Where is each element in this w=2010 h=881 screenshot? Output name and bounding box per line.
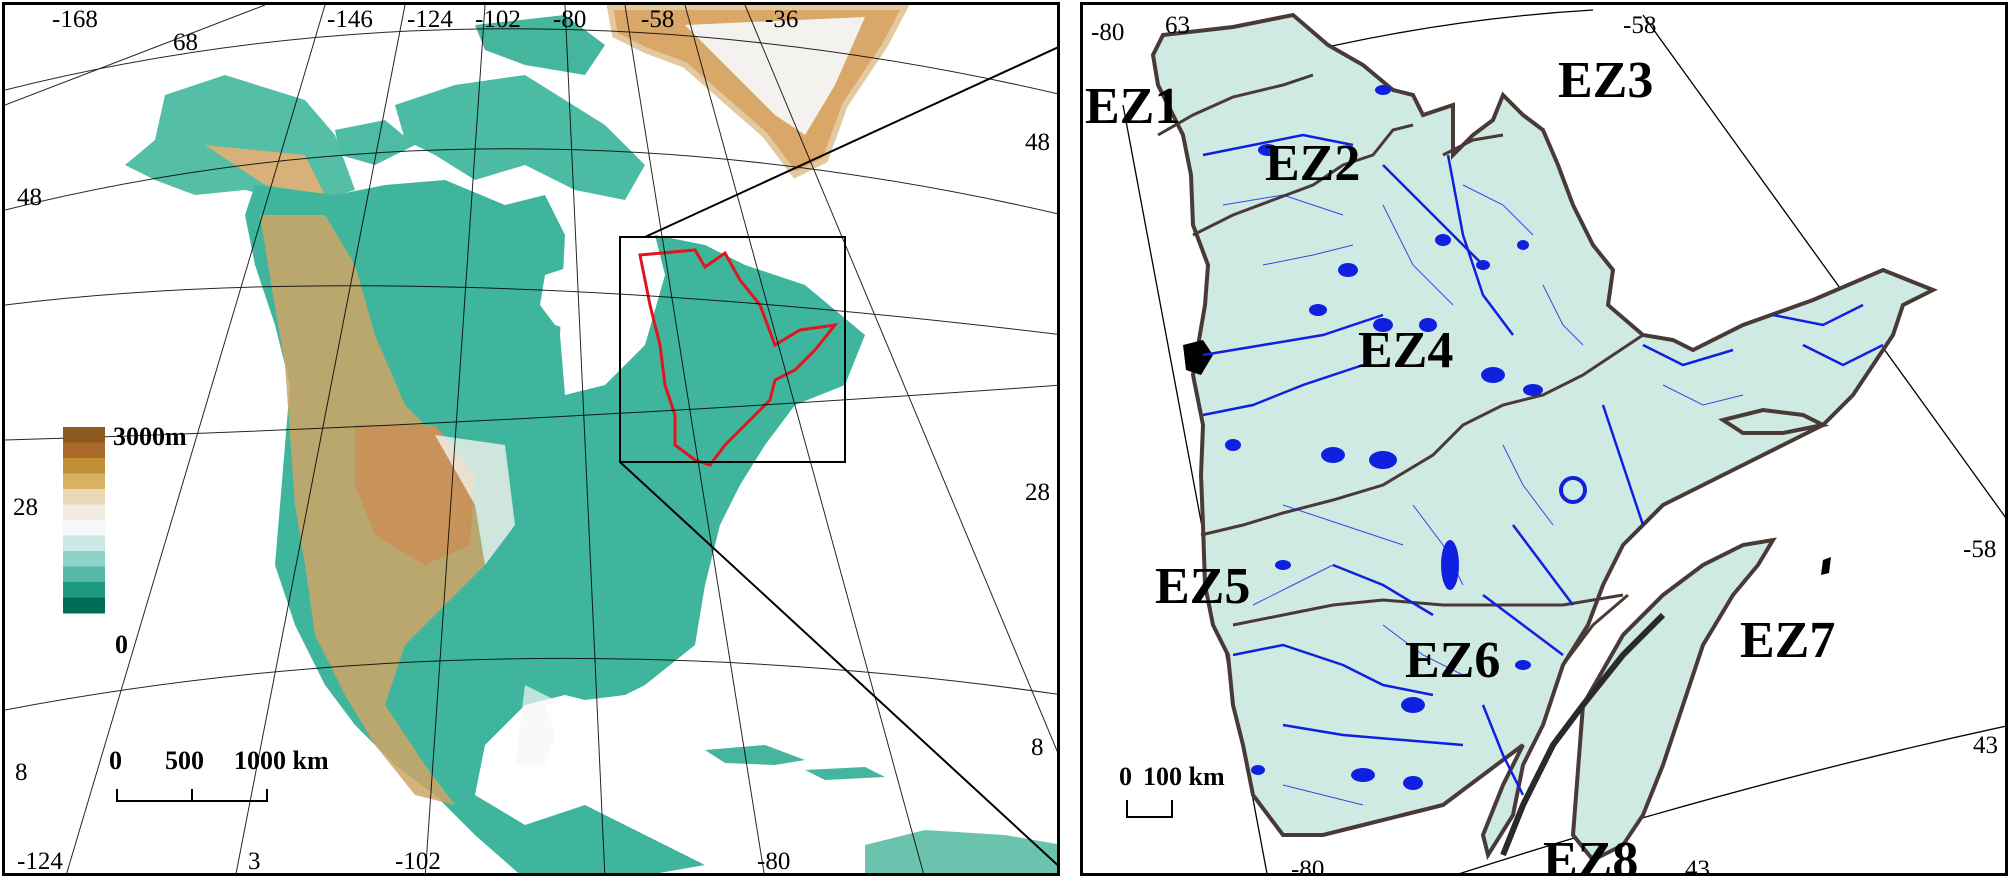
coord-label: -58 xyxy=(641,6,674,33)
scale-bar: 0 100 km xyxy=(1119,762,1225,818)
legend-swatch xyxy=(63,458,105,474)
scale-label: 500 xyxy=(165,746,204,775)
legend-swatch xyxy=(63,504,105,521)
coord-label: 8 xyxy=(15,759,28,786)
ecozone-label-ez4: EZ4 xyxy=(1358,322,1453,379)
ecozone-label-ez5: EZ5 xyxy=(1155,558,1250,615)
graticule xyxy=(5,5,1057,873)
island-feature xyxy=(1183,340,1213,375)
alaska xyxy=(125,75,355,205)
ecozone-label-ez1: EZ1 xyxy=(1085,78,1180,135)
north-america-map: -168 68 -146 -124 -102 -80 -58 -36 48 48… xyxy=(5,5,1057,875)
connector-line-bottom xyxy=(619,461,1057,866)
legend-swatch xyxy=(63,566,105,583)
quebec-ecozones-map: EZ1 EZ2 EZ3 EZ4 EZ5 EZ6 EZ7 EZ8 -80 63 -… xyxy=(1085,9,2005,876)
island-feature xyxy=(1821,557,1831,575)
legend-swatch xyxy=(63,427,105,443)
connector-line-top xyxy=(644,46,1057,238)
coord-label: -58 xyxy=(1963,536,1996,563)
north-america-map-panel: -168 68 -146 -124 -102 -80 -58 -36 48 48… xyxy=(2,2,1060,876)
arctic-islands xyxy=(395,75,645,200)
legend-swatch xyxy=(63,551,105,567)
coord-label: 28 xyxy=(1025,479,1050,506)
legend-swatch xyxy=(63,473,105,490)
coord-label: 63 xyxy=(1165,12,1190,39)
legend-swatch xyxy=(63,489,105,505)
coord-label: -124 xyxy=(17,848,63,875)
st-lawrence-river xyxy=(1500,612,1666,857)
coord-label: -80 xyxy=(1291,856,1324,876)
gaspe-peninsula xyxy=(1570,537,1777,863)
coord-label: -80 xyxy=(553,6,586,33)
coord-label: -36 xyxy=(765,6,798,33)
gulf-of-mexico xyxy=(545,695,705,785)
ecozone-label-ez2: EZ2 xyxy=(1265,135,1360,192)
coord-label: 43 xyxy=(1685,856,1710,876)
coord-label: 48 xyxy=(1025,129,1050,156)
scale-label: 1000 km xyxy=(234,746,329,775)
hudson-bay xyxy=(540,255,655,355)
coord-label: 48 xyxy=(17,184,42,211)
coord-label: -168 xyxy=(52,6,98,33)
coord-label: 28 xyxy=(13,494,38,521)
coord-label: 3 xyxy=(248,848,261,875)
scale-label: 100 km xyxy=(1143,762,1225,791)
scale-label: 0 xyxy=(109,746,122,775)
coord-label: 68 xyxy=(173,29,198,56)
ecozone-label-ez7: EZ7 xyxy=(1740,612,1835,669)
coord-label: -80 xyxy=(757,848,790,875)
legend-swatch xyxy=(63,442,105,459)
legend-swatch xyxy=(63,597,105,614)
coord-label: -102 xyxy=(475,6,521,33)
inset-box xyxy=(619,236,846,463)
scale-bar: 0 500 1000 km xyxy=(109,746,329,802)
legend-min-label: 0 xyxy=(115,630,128,659)
coord-label: 43 xyxy=(1973,732,1998,759)
coord-label: -124 xyxy=(407,6,453,33)
anticosti-island xyxy=(1718,407,1830,435)
lakes xyxy=(1225,85,1587,790)
legend-swatch xyxy=(63,535,105,552)
coord-label: -80 xyxy=(1091,19,1124,46)
coord-label: 8 xyxy=(1031,734,1044,761)
legend-swatch xyxy=(63,582,105,598)
rivers xyxy=(1202,133,1884,806)
ecozone-label-ez3: EZ3 xyxy=(1558,52,1653,109)
quebec-land xyxy=(1150,12,1938,861)
quebec-outline xyxy=(638,248,839,467)
quebec-ecozones-panel: EZ1 EZ2 EZ3 EZ4 EZ5 EZ6 EZ7 EZ8 -80 63 -… xyxy=(1080,2,2008,876)
coord-label: -146 xyxy=(327,6,373,33)
legend-swatch xyxy=(63,520,105,536)
coord-label: -102 xyxy=(395,848,441,875)
coord-label: -58 xyxy=(1623,12,1656,39)
ecozone-label-ez8: EZ8 xyxy=(1543,832,1638,876)
north-america-mainland xyxy=(245,180,865,873)
elevation-legend: 3000m 0 xyxy=(63,422,187,659)
legend-max-label: 3000m xyxy=(113,422,187,451)
ecozone-label-ez6: EZ6 xyxy=(1405,632,1500,689)
scale-label: 0 xyxy=(1119,762,1132,791)
